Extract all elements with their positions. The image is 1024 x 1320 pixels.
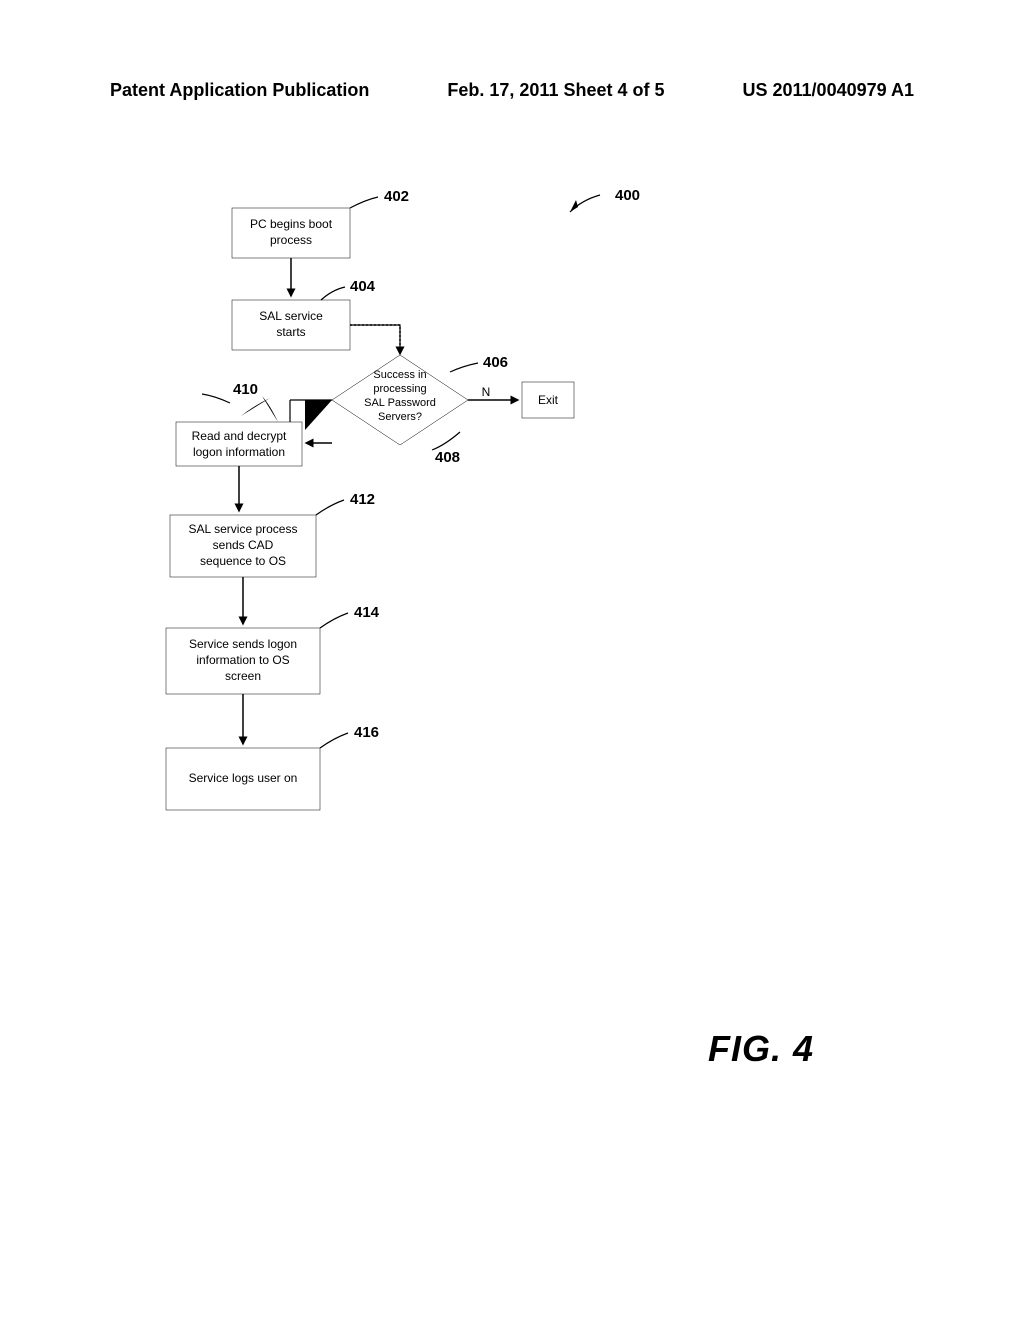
node-410: Read and decrypt logon information: [176, 422, 302, 466]
node-414: Service sends logon information to OS sc…: [166, 628, 320, 694]
svg-text:Success in: Success in: [373, 369, 426, 381]
svg-text:sends CAD: sends CAD: [213, 538, 274, 552]
edge-404-406: [350, 325, 400, 348]
svg-text:Read and decrypt: Read and decrypt: [192, 429, 287, 443]
svg-text:sequence to OS: sequence to OS: [200, 554, 286, 568]
ref-404: 404: [321, 278, 376, 300]
flowchart-svg: 400 PC begins boot process 402 SAL servi…: [0, 150, 1024, 1050]
page: Patent Application Publication Feb. 17, …: [0, 0, 1024, 1320]
svg-text:starts: starts: [276, 325, 305, 339]
node-408: Exit: [522, 382, 574, 418]
ref-410: 410: [202, 381, 278, 422]
svg-text:information to OS: information to OS: [196, 653, 289, 667]
edge-404-406-solid: [350, 325, 400, 348]
ref-408: 408: [432, 432, 460, 466]
svg-text:414: 414: [354, 604, 380, 621]
node-406: Success in processing SAL Password Serve…: [332, 355, 468, 445]
ref-414: 414: [320, 604, 380, 628]
svg-text:402: 402: [384, 188, 409, 205]
svg-text:400: 400: [615, 187, 640, 204]
svg-text:PC begins boot: PC begins boot: [250, 217, 333, 231]
svg-text:logon information: logon information: [193, 445, 285, 459]
ref-416: 416: [320, 724, 379, 748]
svg-text:screen: screen: [225, 669, 261, 683]
svg-text:404: 404: [350, 278, 376, 295]
node-402: PC begins boot process: [232, 208, 350, 258]
svg-text:SAL service: SAL service: [259, 309, 323, 323]
svg-text:SAL service process: SAL service process: [189, 522, 298, 536]
node-404: SAL service starts: [232, 300, 350, 350]
header-left: Patent Application Publication: [110, 80, 369, 101]
page-header: Patent Application Publication Feb. 17, …: [0, 80, 1024, 101]
node-412: SAL service process sends CAD sequence t…: [170, 515, 316, 577]
figure-label: FIG. 4: [708, 1028, 814, 1070]
ref-402: 402: [350, 188, 409, 208]
svg-text:Exit: Exit: [538, 393, 559, 407]
node-416: Service logs user on: [166, 748, 320, 810]
ref-406: 406: [450, 354, 508, 372]
svg-text:408: 408: [435, 449, 460, 466]
svg-text:410: 410: [233, 381, 258, 398]
header-center: Feb. 17, 2011 Sheet 4 of 5: [447, 80, 664, 101]
svg-text:Service sends logon: Service sends logon: [189, 637, 297, 651]
ref-412: 412: [316, 491, 375, 515]
flowchart-container: 400 PC begins boot process 402 SAL servi…: [0, 150, 1024, 1050]
ref-400: 400: [570, 187, 640, 212]
svg-text:412: 412: [350, 491, 375, 508]
svg-text:406: 406: [483, 354, 508, 371]
svg-text:processing: processing: [373, 383, 426, 395]
svg-text:Servers?: Servers?: [378, 411, 422, 423]
svg-text:416: 416: [354, 724, 379, 741]
svg-text:Service logs user on: Service logs user on: [189, 771, 298, 785]
svg-text:process: process: [270, 233, 312, 247]
header-right: US 2011/0040979 A1: [743, 80, 914, 101]
svg-text:SAL Password: SAL Password: [364, 397, 436, 409]
edge-label-n: N: [482, 385, 491, 399]
